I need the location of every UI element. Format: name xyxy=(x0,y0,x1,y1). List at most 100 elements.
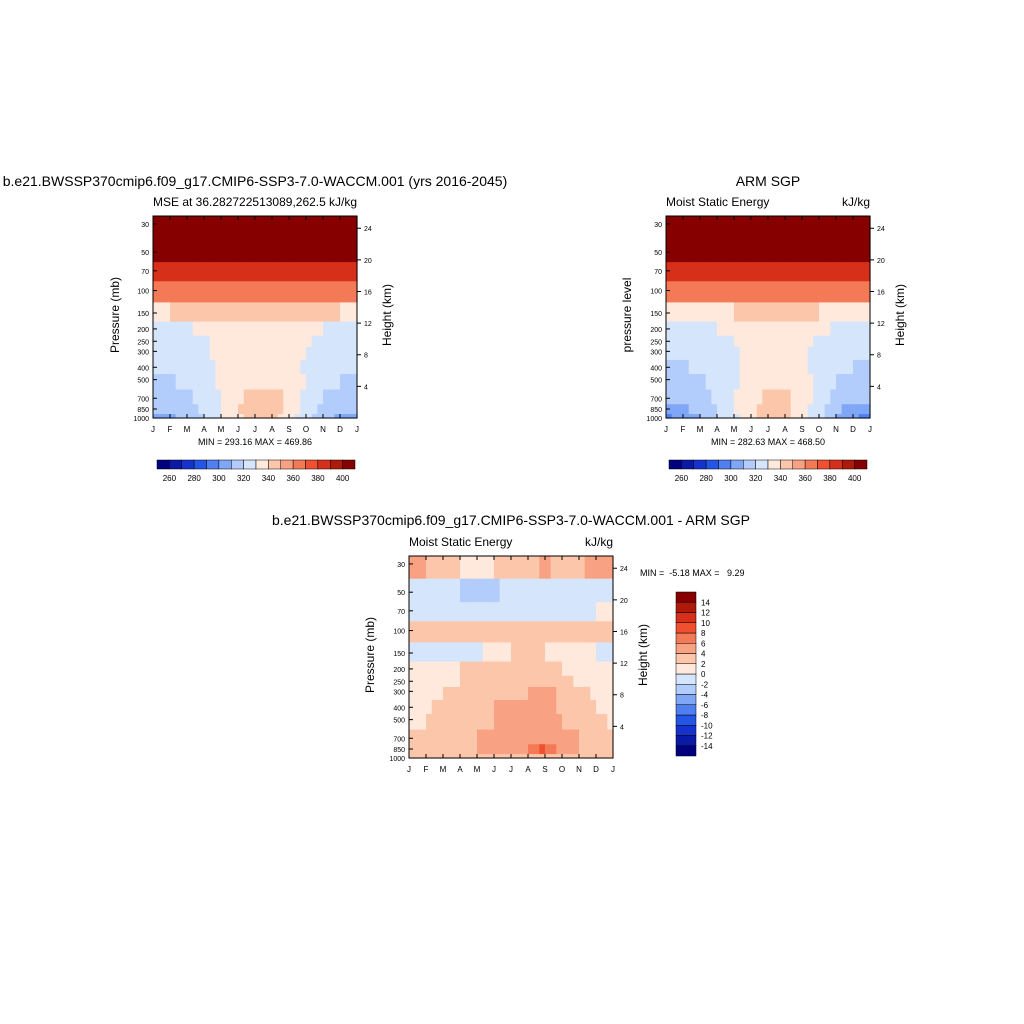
model-y-tick-label: 300 xyxy=(137,349,149,356)
obs-contour-cell xyxy=(858,216,865,239)
model-contour-cell xyxy=(187,413,194,419)
diff-contour-cell xyxy=(584,675,591,687)
model-contour-cell xyxy=(351,373,358,390)
diff-contour-cell xyxy=(420,713,427,730)
obs-contour-cell xyxy=(813,413,820,419)
model-contour-cell xyxy=(238,320,245,336)
axes-layer: J F M A M J J A S O N D J100085070050040030025020015… xyxy=(133,215,885,774)
diff-contour-cell xyxy=(522,753,529,759)
model-contour-cell xyxy=(334,388,341,405)
diff-contour-cell xyxy=(465,601,472,622)
diff-contour-cell xyxy=(579,753,586,759)
model-contour-cell xyxy=(238,346,245,360)
model-contour-cell xyxy=(300,320,307,336)
diff-contour-cell xyxy=(431,675,438,687)
diff-contour-cell xyxy=(562,660,569,676)
model-units-string: kJ/kg xyxy=(329,195,357,209)
model-contour-cell xyxy=(232,403,239,415)
obs-contour-cell xyxy=(688,388,695,405)
model-contour-cell xyxy=(345,346,352,360)
model-contour-cell xyxy=(277,403,284,415)
diff-contour-cell xyxy=(488,556,495,579)
diff-contour-cell xyxy=(477,556,484,579)
obs-contour-cell xyxy=(717,238,724,263)
model-contour-cell xyxy=(153,359,160,375)
obs-contour-cell xyxy=(762,320,769,336)
model-contour-cell xyxy=(289,280,296,303)
obs-contour-cell xyxy=(790,403,797,415)
diff-contour-cell xyxy=(556,578,563,603)
model-contour-cell xyxy=(209,335,216,347)
model-x-tick-label: J xyxy=(355,425,359,434)
diff-colorbar-box xyxy=(675,622,697,634)
obs-contour-cell xyxy=(734,238,741,263)
obs-contour-cell xyxy=(779,413,786,419)
obs-contour-cell xyxy=(819,320,826,336)
obs-contour-cell xyxy=(836,373,843,390)
diff-colorbar-box xyxy=(675,591,697,603)
model-contour-cell xyxy=(243,359,250,375)
diff-contour-cell xyxy=(533,675,540,687)
obs-contour-cell xyxy=(841,301,848,322)
obs-contour-cell xyxy=(734,301,741,322)
model-panel-title: b.e21.BWSSP370cmip6.f09_g17.CMIP6-SSP3-7… xyxy=(3,173,508,189)
obs-contour-cell xyxy=(858,238,865,263)
diff-colorbar-label: 12 xyxy=(701,609,710,618)
obs-x-tick-label: A xyxy=(714,425,720,434)
model-contour-cell xyxy=(328,388,335,405)
model-y-axis-label: Pressure (mb) xyxy=(108,277,122,353)
model-contour-cell xyxy=(221,216,228,239)
model-contour-cell xyxy=(243,335,250,347)
model-contour-cell xyxy=(323,280,330,303)
diff-contour-cell xyxy=(420,578,427,603)
obs-colorbar-label: 320 xyxy=(749,474,763,483)
diff-y-tick-label: 250 xyxy=(393,679,405,686)
obs-contour-cell xyxy=(779,280,786,303)
obs-contour-cell xyxy=(671,261,678,282)
diff-contour-cell xyxy=(437,601,444,622)
obs-contour-cell xyxy=(779,216,786,239)
diff-contour-cell xyxy=(505,713,512,730)
model-contour-cell xyxy=(283,413,290,419)
model-y-tick-label: 70 xyxy=(141,269,149,276)
model-contour-cell xyxy=(238,359,245,375)
obs-contour-cell xyxy=(722,403,729,415)
model-contour-cell xyxy=(283,261,290,282)
obs-contour-cell xyxy=(768,261,775,282)
diff-contour-cell xyxy=(499,675,506,687)
obs-contour-cell xyxy=(779,335,786,347)
model-contour-cell xyxy=(192,346,199,360)
model-contour-cell xyxy=(170,359,177,375)
obs-contour-cell xyxy=(739,413,746,419)
model-contour-cell xyxy=(272,301,279,322)
diff-colorbar-box xyxy=(675,684,697,695)
diff-contour-cell xyxy=(499,601,506,622)
obs-contour-cell xyxy=(711,403,718,415)
obs-contour-cell xyxy=(722,388,729,405)
diff-contour-cell xyxy=(584,556,591,579)
diff-contour-cell xyxy=(584,713,591,730)
model-contour-cell xyxy=(153,388,160,405)
obs-contour-cell xyxy=(751,359,758,375)
obs-contour-cell xyxy=(751,346,758,360)
obs-contour-cell xyxy=(796,403,803,415)
model-contour-cell xyxy=(334,346,341,360)
model-contour-cell xyxy=(158,388,165,405)
model-contour-cell xyxy=(328,335,335,347)
model-contour-cell xyxy=(153,373,160,390)
model-y-tick-label: 500 xyxy=(137,378,149,385)
diff-y-tick-label: 150 xyxy=(393,651,405,658)
diff-contour-cell xyxy=(596,578,603,603)
diff-contour-cell xyxy=(505,641,512,662)
diff-contour-cell xyxy=(584,686,591,700)
obs-contour-cell xyxy=(739,320,746,336)
obs-contour-cell xyxy=(768,335,775,347)
diff-contour-cell xyxy=(494,728,501,745)
obs-contour-cell xyxy=(836,238,843,263)
diff-contour-cell xyxy=(414,556,421,579)
diff-contour-cell xyxy=(488,699,495,715)
model-y-tick-label: 250 xyxy=(137,339,149,346)
obs-contour-cell xyxy=(796,359,803,375)
model-contour-cell xyxy=(215,346,222,360)
obs-contour-cell xyxy=(830,320,837,336)
